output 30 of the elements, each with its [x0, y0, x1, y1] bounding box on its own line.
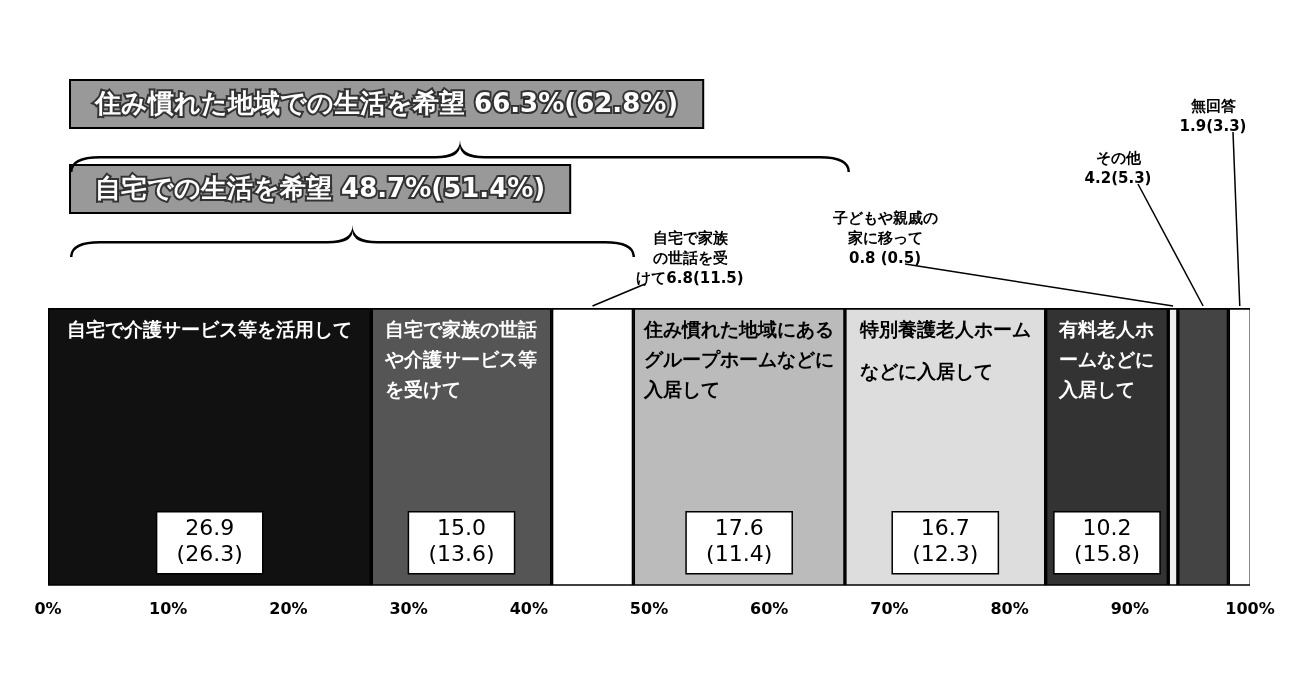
- x-tick-label: 10%: [149, 598, 188, 618]
- data-label: 0.8 (0.5): [848, 249, 922, 268]
- text: 自宅での生活を希望 48.7%(51.4%): [95, 172, 546, 203]
- x-tick-label: 80%: [990, 598, 1029, 618]
- text: 住み慣れた地域での生活を希望 66.3%(62.8%): [94, 87, 679, 118]
- series-label: 自宅で家族の世話や介護サービス等を受けて: [384, 318, 538, 401]
- series-label: 住み慣れた地域にあるグループホームなどに入居して: [643, 318, 835, 401]
- x-tick-label: 0%: [34, 598, 62, 618]
- series-label: 有料老人ホームなどに入居して: [1058, 318, 1155, 401]
- data-label: 16.7 (12.3): [912, 514, 979, 566]
- data-label: 10.2 (15.8): [1073, 514, 1141, 566]
- x-tick-label: 50%: [629, 598, 669, 618]
- text: 自宅で家族の世話を受けて6.8(11.5): [636, 229, 744, 288]
- data-label: 26.9 (26.3): [176, 514, 243, 566]
- data-label: 17.6 (11.4): [706, 514, 773, 566]
- x-tick-label: 40%: [509, 598, 548, 618]
- text: 無回答: [1189, 97, 1236, 116]
- data-label: 15.0 (13.6): [428, 514, 495, 566]
- x-tick-label: 100%: [1225, 598, 1275, 618]
- x-tick-label: 20%: [269, 598, 308, 618]
- x-tick-label: 30%: [389, 598, 428, 618]
- series-label: 特別養護老人ホームなどに入居して: [858, 318, 1031, 383]
- x-tick-label: 90%: [1110, 598, 1149, 618]
- data-label: 4.2(5.3): [1084, 169, 1152, 188]
- text: その他: [1095, 149, 1142, 168]
- series-label: 自宅で介護サービス等を活用して: [67, 318, 353, 341]
- data-label: 1.9(3.3): [1179, 117, 1247, 136]
- text: 子どもや親戚の家に移って: [831, 209, 938, 248]
- x-tick-label: 60%: [750, 598, 789, 618]
- x-tick-label: 70%: [870, 598, 909, 618]
